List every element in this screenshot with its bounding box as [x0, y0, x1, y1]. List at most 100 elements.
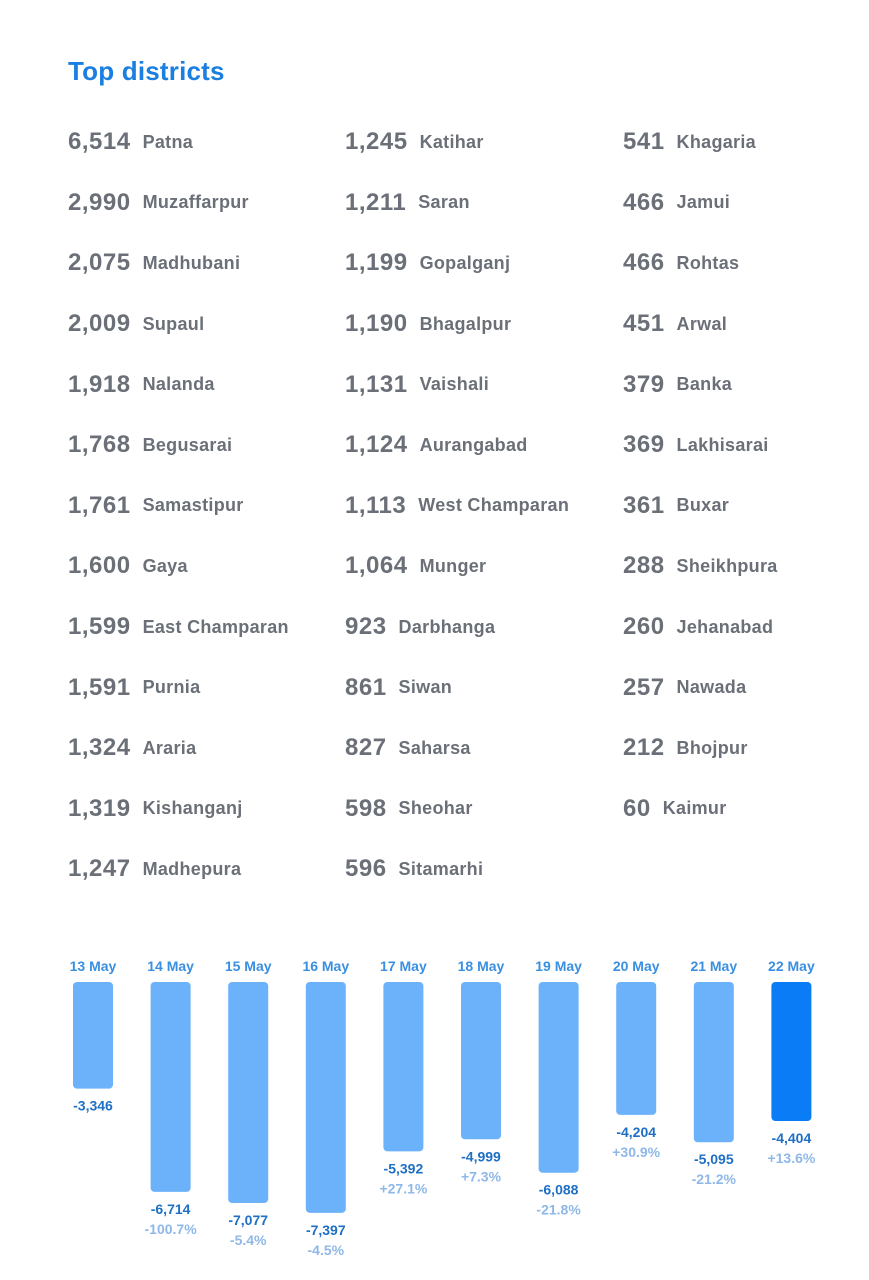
district-row: 1,768 Begusarai [68, 415, 338, 476]
district-count: 2,009 [68, 310, 131, 338]
district-row: 1,918 Nalanda [68, 354, 338, 415]
district-name: Sheohar [398, 798, 473, 819]
date-label: 22 May [768, 958, 815, 974]
district-row: 923 Darbhanga [345, 597, 615, 658]
district-count: 1,211 [345, 188, 407, 216]
district-row: 827 Saharsa [345, 718, 615, 779]
district-name: Bhagalpur [419, 313, 512, 334]
district-row: 1,245 Katihar [345, 112, 615, 173]
district-count: 1,124 [345, 431, 408, 459]
district-count: 1,190 [345, 310, 408, 338]
district-count: 541 [623, 128, 665, 156]
district-name: Patna [142, 131, 194, 152]
district-count: 466 [623, 188, 665, 216]
district-name: Munger [419, 555, 487, 576]
district-count: 2,075 [68, 249, 131, 277]
pct-change-label: +27.1% [379, 1180, 427, 1196]
pct-change-label: +13.6% [767, 1150, 815, 1166]
district-name: East Champaran [142, 616, 289, 637]
district-count: 1,064 [345, 552, 408, 580]
district-row: 598 Sheohar [345, 779, 615, 840]
district-row: 1,124 Aurangabad [345, 415, 615, 476]
district-name: Rohtas [676, 252, 740, 273]
value-label: -6,714 [151, 1201, 191, 1217]
district-row: 466 Jamui [623, 173, 869, 234]
district-count: 827 [345, 734, 387, 762]
date-label: 15 May [225, 958, 272, 974]
pct-change-label: +30.9% [612, 1144, 660, 1160]
district-count: 369 [623, 431, 665, 459]
district-count: 288 [623, 552, 665, 580]
district-row: 2,990 Muzaffarpur [68, 173, 338, 234]
value-label: -5,095 [694, 1151, 734, 1167]
district-count: 923 [345, 613, 387, 641]
district-row: 1,113 West Champaran [345, 476, 615, 537]
district-count: 861 [345, 673, 387, 701]
value-label: -7,397 [306, 1222, 346, 1238]
district-column: 1,245 Katihar 1,211 Saran 1,199 Gopalganj 1,19… [345, 112, 615, 900]
date-label: 18 May [458, 958, 505, 974]
value-label: -4,204 [616, 1124, 656, 1140]
bar [228, 982, 269, 1204]
district-name: Buxar [676, 495, 730, 516]
district-name: Purnia [142, 677, 201, 698]
bar [461, 982, 501, 1140]
district-count: 1,245 [345, 128, 408, 156]
district-name: West Champaran [418, 495, 570, 516]
district-row: 288 Sheikhpura [623, 536, 869, 597]
district-row: 1,599 East Champaran [68, 597, 338, 658]
district-count: 451 [623, 310, 665, 338]
value-label: -5,392 [384, 1160, 424, 1176]
district-name: Banka [676, 374, 733, 395]
district-row: 541 Khagaria [623, 112, 869, 173]
district-count: 1,199 [345, 249, 408, 277]
value-label: -3,346 [73, 1098, 113, 1114]
district-count: 1,324 [68, 734, 131, 762]
value-label: -7,077 [228, 1212, 268, 1228]
district-count: 260 [623, 613, 665, 641]
district-name: Arwal [676, 313, 728, 334]
district-row: 212 Bhojpur [623, 718, 869, 779]
bar [73, 982, 113, 1089]
district-name: Bhojpur [676, 737, 748, 758]
district-name: Saharsa [398, 737, 471, 758]
district-count: 60 [623, 794, 651, 822]
bar [383, 982, 424, 1152]
value-label: -4,999 [461, 1148, 501, 1164]
pct-change-label: +7.3% [461, 1168, 502, 1184]
district-count: 1,761 [68, 491, 131, 519]
district-row: 6,514 Patna [68, 112, 338, 173]
value-label: -6,088 [539, 1182, 579, 1198]
district-row: 1,131 Vaishali [345, 354, 615, 415]
district-name: Sitamarhi [398, 858, 484, 879]
date-label: 17 May [380, 958, 427, 974]
district-row: 1,211 Saran [345, 173, 615, 234]
district-row: 1,761 Samastipur [68, 476, 338, 537]
bar [538, 982, 579, 1173]
bar [771, 982, 812, 1122]
district-row: 1,600 Gaya [68, 536, 338, 597]
pct-change-label: -4.5% [308, 1242, 345, 1258]
district-count: 6,514 [68, 128, 131, 156]
bar [305, 982, 346, 1213]
district-row: 466 Rohtas [623, 233, 869, 294]
district-name: Katihar [419, 131, 484, 152]
district-name: Sheikhpura [676, 555, 778, 576]
district-row: 451 Arwal [623, 294, 869, 355]
district-name: Gaya [142, 555, 188, 576]
pct-change-label: -21.2% [692, 1171, 737, 1187]
bar [150, 982, 191, 1192]
district-count: 1,319 [68, 794, 131, 822]
district-name: Jehanabad [676, 616, 774, 637]
district-name: Gopalganj [419, 252, 511, 273]
district-count: 379 [623, 370, 665, 398]
district-row: 257 Nawada [623, 657, 869, 718]
district-name: Kishanganj [142, 798, 243, 819]
district-count: 1,113 [345, 491, 407, 519]
district-count: 596 [345, 855, 387, 883]
district-name: Siwan [398, 677, 453, 698]
district-name: Supaul [142, 313, 205, 334]
district-name: Muzaffarpur [142, 192, 249, 213]
district-row: 260 Jehanabad [623, 597, 869, 658]
district-name: Saran [418, 192, 470, 213]
